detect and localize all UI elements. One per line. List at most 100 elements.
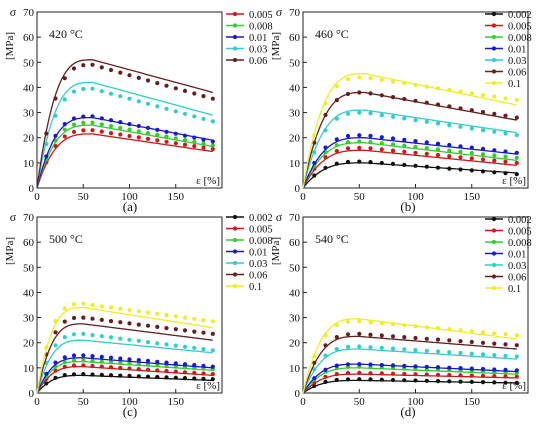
legend-marker-0.1 <box>491 285 497 291</box>
data-point <box>492 374 497 379</box>
x-tick-label: 100 <box>407 191 424 203</box>
data-point <box>182 328 188 333</box>
data-point <box>99 359 104 364</box>
data-point <box>99 122 104 127</box>
data-point <box>447 142 452 148</box>
x-tick-label: 50 <box>78 396 90 408</box>
data-point <box>53 133 58 138</box>
data-point <box>424 348 429 353</box>
x-tick-label: 150 <box>464 396 481 408</box>
data-point <box>503 332 508 337</box>
legend-marker-0.005 <box>232 226 238 231</box>
data-point <box>345 91 351 97</box>
data-point <box>99 317 104 322</box>
data-point <box>118 356 123 361</box>
data-point <box>345 377 351 382</box>
data-point <box>402 149 407 154</box>
data-point <box>62 134 67 139</box>
data-point <box>514 368 519 373</box>
data-point <box>435 147 441 152</box>
data-point <box>201 363 206 368</box>
series-0.008 <box>302 139 519 189</box>
data-point <box>413 372 418 377</box>
data-point <box>503 159 508 164</box>
y-axis-unit: [MPa] <box>270 32 282 60</box>
data-point <box>90 333 95 338</box>
data-point <box>210 377 215 382</box>
legend-marker-0.03 <box>491 262 497 268</box>
y-tick-label: 60 <box>289 32 301 44</box>
data-point <box>201 371 206 376</box>
data-point <box>390 377 396 383</box>
legend-marker-0.005 <box>491 228 497 233</box>
data-point <box>458 328 463 333</box>
y-tick-label: 70 <box>289 212 301 224</box>
data-point <box>145 340 151 345</box>
legend-marker-0.008 <box>232 237 238 243</box>
data-point <box>323 333 328 338</box>
data-point <box>323 155 328 160</box>
data-point <box>345 332 351 337</box>
data-point <box>334 116 339 121</box>
legend-label-0.002: 0.002 <box>249 213 273 224</box>
data-point <box>108 373 114 378</box>
data-point <box>136 123 141 129</box>
legend-marker-0.01 <box>491 251 497 256</box>
y-tick-label: 40 <box>289 82 301 94</box>
x-tick-label: 150 <box>168 396 185 408</box>
model-line-0.002 <box>302 162 517 189</box>
data-point <box>492 380 497 385</box>
data-point <box>136 338 141 343</box>
x-tick-label: 0 <box>300 191 306 203</box>
data-point <box>118 125 123 130</box>
data-point <box>424 84 429 89</box>
data-point <box>424 140 429 145</box>
data-point <box>90 358 95 363</box>
data-point <box>357 145 362 150</box>
legend-label-0.06: 0.06 <box>508 68 526 79</box>
data-point <box>173 343 178 348</box>
model-line-0.005 <box>302 149 517 189</box>
data-point <box>164 375 169 380</box>
data-point <box>413 324 418 329</box>
model-line-0.03 <box>302 109 517 189</box>
data-point <box>447 87 452 92</box>
data-point <box>182 111 188 116</box>
data-point <box>458 149 463 154</box>
data-point <box>514 133 519 138</box>
data-point <box>182 88 188 93</box>
data-point <box>108 131 114 136</box>
legend-label-0.008: 0.008 <box>508 33 532 44</box>
data-point <box>164 313 169 318</box>
data-point <box>345 370 351 376</box>
data-point <box>312 376 317 381</box>
x-tick-label: 150 <box>168 191 185 203</box>
data-point <box>312 150 317 155</box>
data-point <box>192 316 197 321</box>
data-point <box>201 347 206 352</box>
data-point <box>357 110 362 115</box>
data-point <box>514 354 519 359</box>
data-point <box>469 329 474 334</box>
data-point <box>71 353 77 358</box>
data-point <box>44 371 49 376</box>
data-point <box>99 304 104 309</box>
data-point <box>424 372 429 377</box>
data-point <box>145 125 151 130</box>
data-point <box>357 344 362 349</box>
model-line-0.01 <box>302 137 517 189</box>
data-point <box>312 133 317 138</box>
data-point <box>71 358 77 363</box>
y-tick-label: 40 <box>23 82 35 94</box>
data-point <box>53 319 58 324</box>
data-point <box>53 343 58 348</box>
data-point <box>435 141 441 146</box>
data-point <box>480 340 486 345</box>
data-point <box>192 135 197 140</box>
data-point <box>182 142 188 147</box>
data-point <box>44 345 49 350</box>
data-point <box>182 137 188 143</box>
data-point <box>201 318 206 323</box>
model-line-0.1 <box>302 318 517 394</box>
